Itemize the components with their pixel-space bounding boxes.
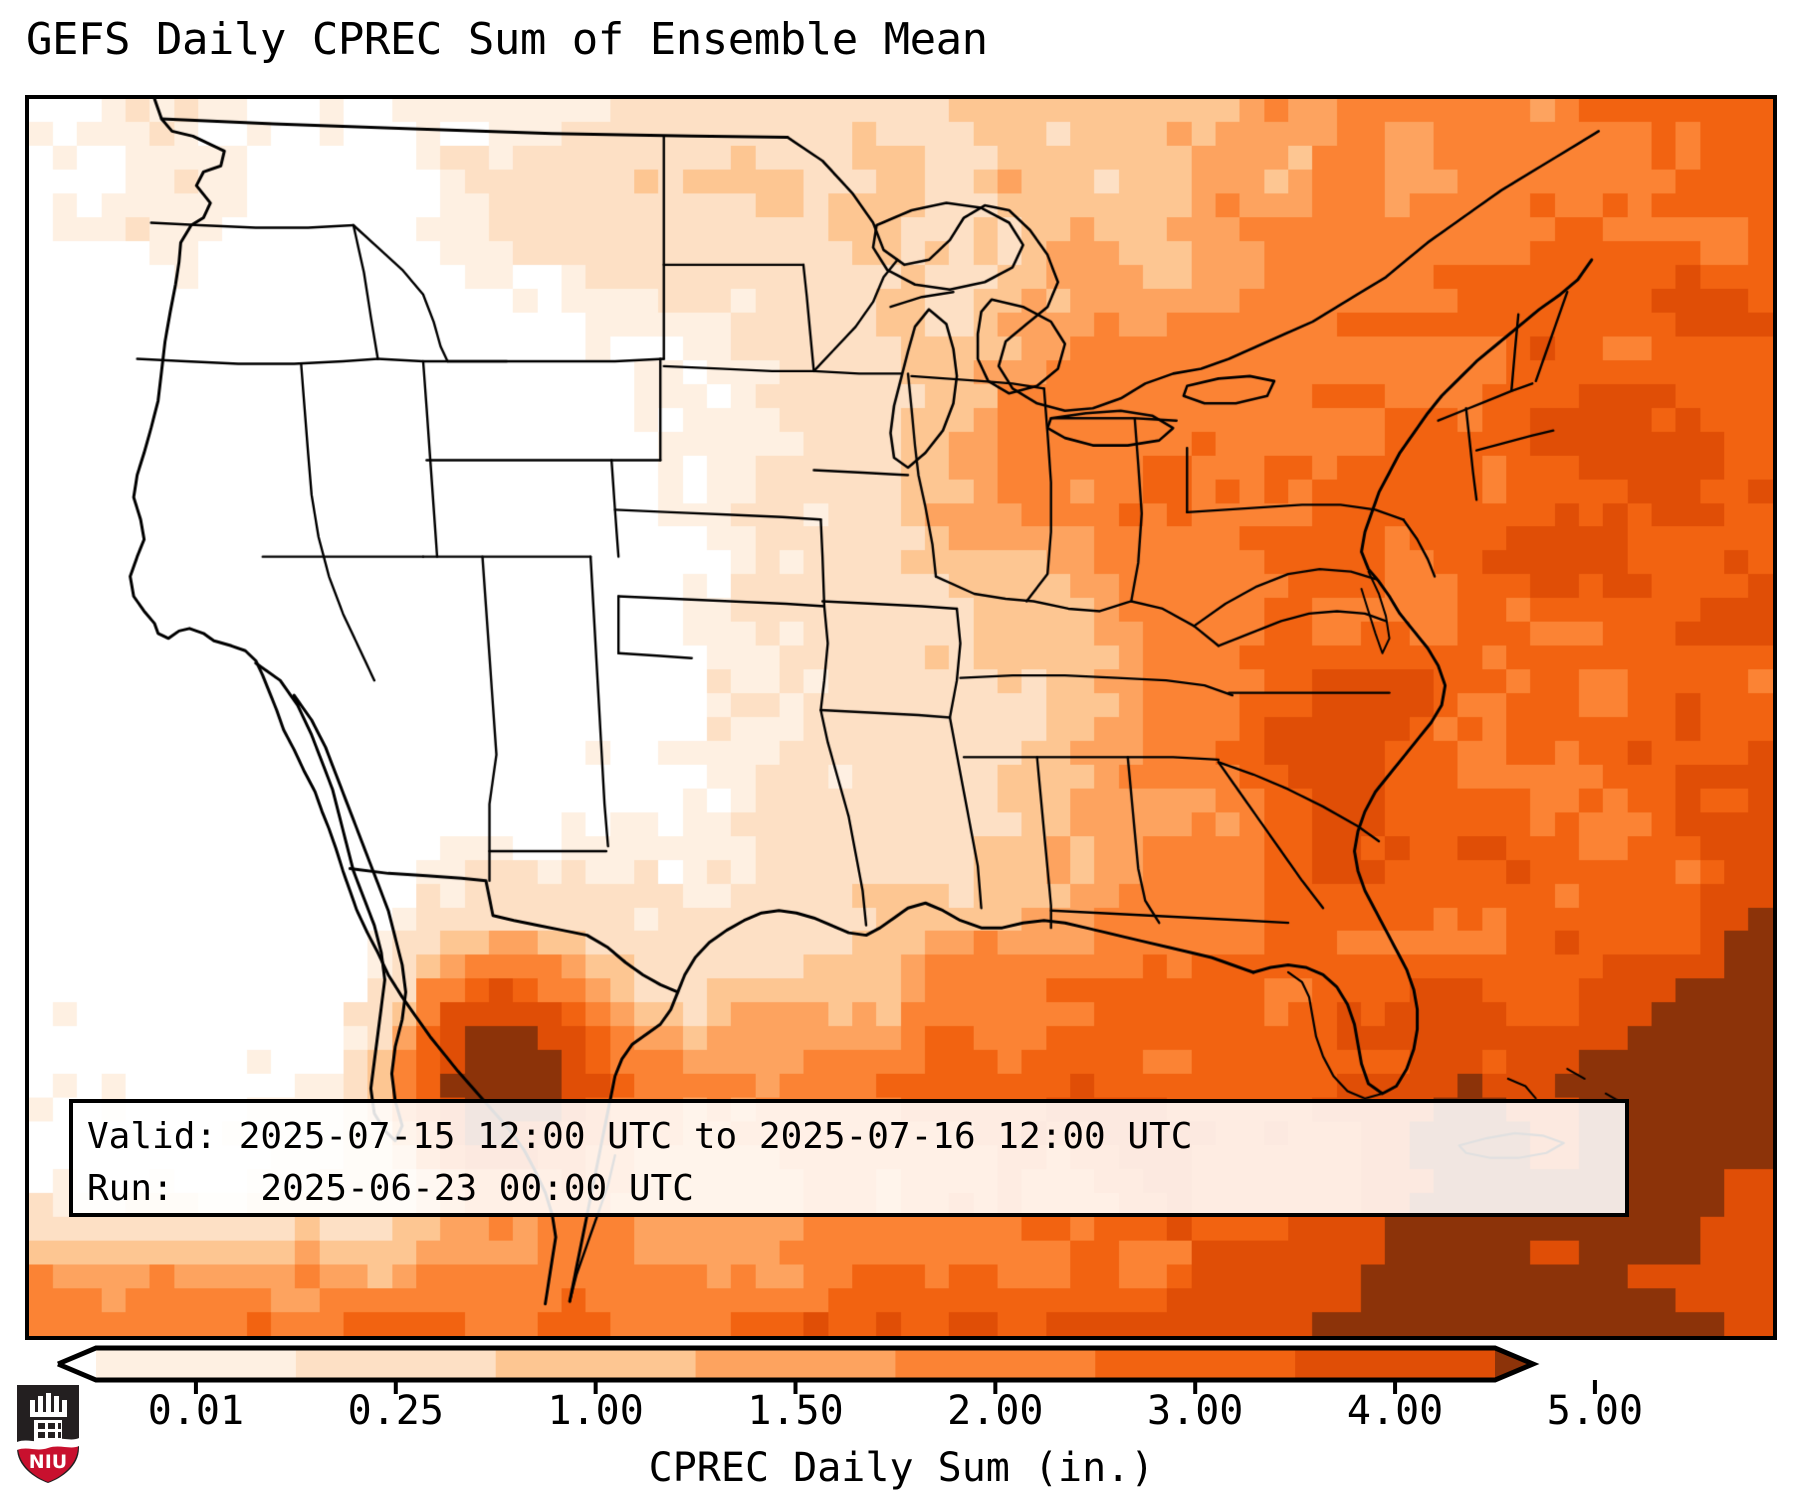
colorbar-tick-4-00: 4.00 [1346,1388,1444,1434]
run-time-line: Run: 2025-06-23 00:00 UTC [87,1168,694,1209]
page-title: GEFS Daily CPREC Sum of Ensemble Mean [26,14,988,65]
colorbar-tick-3-00: 3.00 [1147,1388,1244,1434]
colorbar-axis-label: CPREC Daily Sum (in.) [648,1445,1155,1491]
niu-logo-text: NIU [29,1451,67,1473]
colorbar-bar [57,1345,1597,1394]
colorbar-tick-0-01: 0.01 [147,1388,245,1434]
colorbar-tick-2-00: 2.00 [947,1388,1044,1434]
colorbar-tick-1-50: 1.50 [747,1388,844,1434]
metadata-info-box: Valid: 2025-07-15 12:00 UTC to 2025-07-1… [69,1099,1629,1217]
colorbar: 0.01 0.25 1.00 1.50 2.00 3.00 4.00 5.00 CPREC D… [0,1340,1803,1500]
colorbar-tick-1-00: 1.00 [547,1388,644,1434]
niu-logo: NIU [17,1385,79,1483]
valid-time-line: Valid: 2025-07-15 12:00 UTC to 2025-07-1… [87,1116,1193,1157]
map-panel: Valid: 2025-07-15 12:00 UTC to 2025-07-1… [25,95,1777,1340]
colorbar-tick-5-00: 5.00 [1546,1388,1644,1434]
colorbar-tick-0-25: 0.25 [347,1388,444,1434]
